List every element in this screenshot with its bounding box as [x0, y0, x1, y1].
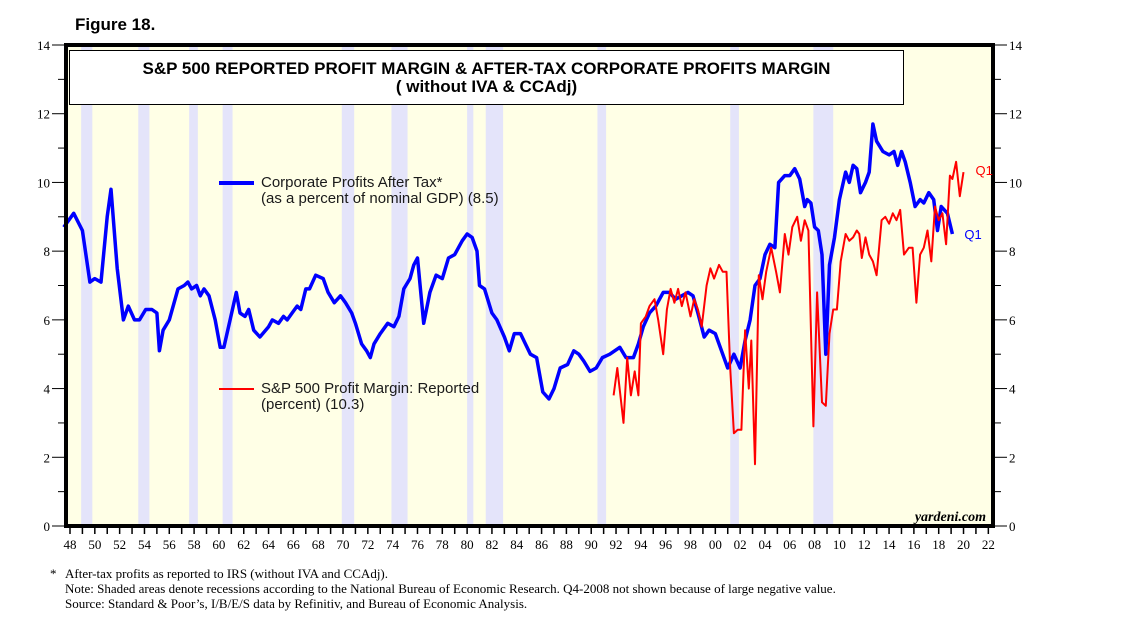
x-tick-label: 84	[510, 537, 524, 552]
recession-band	[391, 45, 408, 526]
chart-title-box: S&P 500 REPORTED PROFIT MARGIN & AFTER-T…	[69, 50, 904, 105]
y-tick-label: 8	[44, 244, 51, 259]
y-axis-right: 0 2 4 6 8 10 12 14	[993, 38, 1023, 534]
watermark: yardeni.com	[913, 510, 986, 525]
x-tick-label: 62	[237, 537, 250, 552]
series-line-corporate-profits	[62, 122, 955, 401]
y-axis-left: 0 2 4 6 8 10 12 14	[37, 38, 66, 534]
recession-band	[138, 45, 150, 526]
x-tick-label: 66	[287, 537, 301, 552]
recession-band	[730, 45, 739, 526]
chart-title: S&P 500 REPORTED PROFIT MARGIN & AFTER-T…	[142, 59, 831, 78]
y-tick-label: 0	[44, 519, 51, 534]
y-tick-label: 4	[1009, 382, 1016, 397]
red-series-end-label: Q1	[976, 163, 993, 178]
footnotes: * After-tax profits as reported to IRS (w…	[50, 566, 836, 611]
series-line-sp500-margin	[612, 160, 965, 466]
x-tick-label: 48	[64, 537, 77, 552]
plot-background	[66, 45, 993, 526]
chart-subtitle: ( without IVA & CCAdj)	[395, 77, 578, 96]
x-tick-label: 06	[783, 537, 797, 552]
x-tick-label: 04	[758, 537, 772, 552]
legend-label-line2: (percent) (10.3)	[261, 396, 365, 413]
x-tick-label: 70	[337, 537, 350, 552]
x-tick-label: 86	[535, 537, 549, 552]
x-tick-label: 16	[907, 537, 921, 552]
x-tick-label: 76	[411, 537, 425, 552]
recession-band	[597, 45, 607, 526]
x-tick-label: 64	[262, 537, 276, 552]
x-tick-label: 02	[734, 537, 747, 552]
footnote-line-1: After-tax profits as reported to IRS (wi…	[65, 566, 389, 581]
x-tick-label: 50	[88, 537, 101, 552]
blue-series-end-label: Q1	[964, 227, 981, 242]
y-tick-label: 2	[44, 450, 51, 465]
x-tick-label: 68	[312, 537, 325, 552]
x-tick-label: 74	[386, 537, 400, 552]
y-tick-label: 10	[1009, 175, 1022, 190]
x-tick-label: 88	[560, 537, 573, 552]
x-tick-label: 00	[709, 537, 722, 552]
legend-label-line1: S&P 500 Profit Margin: Reported	[261, 380, 480, 397]
footnote-line-3: Source: Standard & Poor’s, I/B/E/S data …	[65, 596, 528, 611]
x-tick-label: 82	[485, 537, 498, 552]
y-tick-label: 14	[1009, 38, 1023, 53]
x-tick-label: 12	[858, 537, 871, 552]
y-tick-label: 10	[37, 175, 50, 190]
x-tick-label: 18	[932, 537, 945, 552]
y-tick-label: 4	[44, 382, 51, 397]
x-tick-label: 58	[188, 537, 201, 552]
x-tick-label: 94	[634, 537, 648, 552]
x-tick-label: 96	[659, 537, 673, 552]
x-tick-label: 56	[163, 537, 177, 552]
y-tick-label: 12	[37, 107, 50, 122]
x-tick-label: 60	[212, 537, 225, 552]
recession-band	[341, 45, 355, 526]
x-tick-label: 78	[436, 537, 449, 552]
footnote-line-2: Note: Shaded areas denote recessions acc…	[65, 581, 836, 596]
recession-band	[222, 45, 233, 526]
y-tick-label: 8	[1009, 244, 1016, 259]
x-axis: 48 50 52 54 56 58 60 62 64 66 68 70 72 74 76 78 80 82 84 86…	[64, 526, 995, 552]
series-layer	[62, 122, 965, 466]
figure-label: Figure 18.	[75, 15, 156, 34]
footnote-star: *	[50, 566, 57, 581]
x-tick-label: 92	[610, 537, 623, 552]
x-tick-label: 80	[461, 537, 474, 552]
legend-entry-corporate-profits: Corporate Profits After Tax* (as a perce…	[261, 175, 499, 207]
recession-band	[81, 45, 93, 526]
recession-band	[189, 45, 198, 526]
y-tick-label: 14	[37, 38, 51, 53]
legend-label-line2: (as a percent of nominal GDP) (8.5)	[261, 190, 499, 207]
recession-band	[467, 45, 474, 526]
y-tick-label: 12	[1009, 107, 1022, 122]
y-tick-label: 6	[44, 313, 51, 328]
x-tick-label: 52	[113, 537, 126, 552]
x-tick-label: 20	[957, 537, 970, 552]
x-tick-label: 10	[833, 537, 846, 552]
y-tick-label: 2	[1009, 450, 1016, 465]
legend-label-line1: Corporate Profits After Tax*	[261, 174, 443, 191]
x-tick-label: 54	[138, 537, 152, 552]
x-tick-label: 22	[982, 537, 995, 552]
x-tick-label: 14	[883, 537, 897, 552]
x-tick-label: 72	[361, 537, 374, 552]
y-tick-label: 6	[1009, 313, 1016, 328]
recession-bands	[81, 45, 834, 526]
recession-band	[485, 45, 504, 526]
x-tick-label: 08	[808, 537, 821, 552]
x-tick-label: 98	[684, 537, 697, 552]
legend-entry-sp500-margin: S&P 500 Profit Margin: Reported (percent…	[261, 381, 479, 413]
x-tick-label: 90	[585, 537, 598, 552]
y-tick-label: 0	[1009, 519, 1016, 534]
